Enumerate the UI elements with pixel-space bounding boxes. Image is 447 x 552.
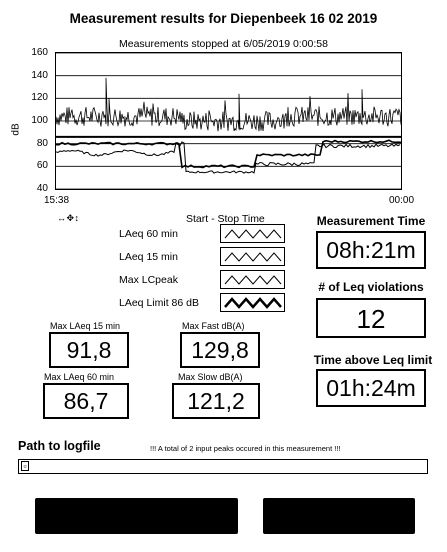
max-slow-value: 121,2 [172,383,260,419]
plot-style-icon [224,252,282,262]
y-tick-label: 60 [36,160,48,172]
action-button-right[interactable] [263,498,415,534]
path-label: Path to logfile [18,439,101,453]
legend-label-limit: LAeq Limit 86 dB [119,297,199,309]
chart-subtitle: Measurements stopped at 6/05/2019 0:00:5… [119,38,328,50]
max-laeq15-label: Max LAeq 15 min [50,321,121,331]
logfile-path-field[interactable]: ▫ [18,459,428,474]
series-max-lcpeak [56,77,401,132]
x-tick-start: 15:38 [44,195,70,206]
legend-label-lcpeak: Max LCpeak [119,274,178,286]
plot-style-icon [224,275,282,285]
legend-label-laeq60: LAeq 60 min [119,228,178,240]
graph-cursor-tools[interactable]: ↔ ✥ ↕ [57,213,79,223]
legend-swatch-lcpeak[interactable] [220,270,285,289]
chart-canvas [56,53,401,189]
max-laeq60-value: 86,7 [43,383,129,419]
time-above-label: Time above Leq limit [313,353,433,367]
peak-message: !!! A total of 2 input peaks occured in … [150,444,341,453]
violations-value: 12 [316,298,426,338]
time-above-value: 01h:24m [316,369,426,407]
action-button-left[interactable] [35,498,238,534]
y-axis-label: dB [10,123,22,136]
y-tick-label: 40 [36,183,48,194]
plot-style-icon [224,297,282,309]
y-tick-label: 80 [36,137,48,149]
page-title: Measurement results for Diepenbeek 16 02… [69,11,378,26]
plot-style-icon [224,229,282,239]
y-tick-label: 160 [31,47,48,58]
violations-label: # of Leq violations [318,280,424,294]
max-slow-label: Max Slow dB(A) [178,372,243,382]
y-tick-label: 100 [31,115,48,126]
max-laeq60-label: Max LAeq 60 min [44,372,115,382]
x-tick-end: 00:00 [389,195,415,206]
legend-title: Start - Stop Time [186,213,265,225]
y-tick-label: 140 [31,69,48,81]
series-laeq-15 [56,141,401,174]
series-laeq-60 [56,139,401,169]
legend-swatch-limit[interactable] [220,293,285,312]
legend-swatch-laeq15[interactable] [220,247,285,266]
sound-level-chart[interactable] [55,52,402,190]
legend-label-laeq15: LAeq 15 min [119,251,178,263]
max-laeq15-value: 91,8 [49,332,129,368]
max-fast-label: Max Fast dB(A) [182,321,245,331]
measurement-time-label: Measurement Time [316,214,426,228]
max-fast-value: 129,8 [180,332,260,368]
path-browse-icon[interactable]: ▫ [21,461,29,471]
measurement-time-value: 08h:21m [316,231,426,269]
y-tick-label: 120 [31,92,48,104]
legend-swatch-laeq60[interactable] [220,224,285,243]
